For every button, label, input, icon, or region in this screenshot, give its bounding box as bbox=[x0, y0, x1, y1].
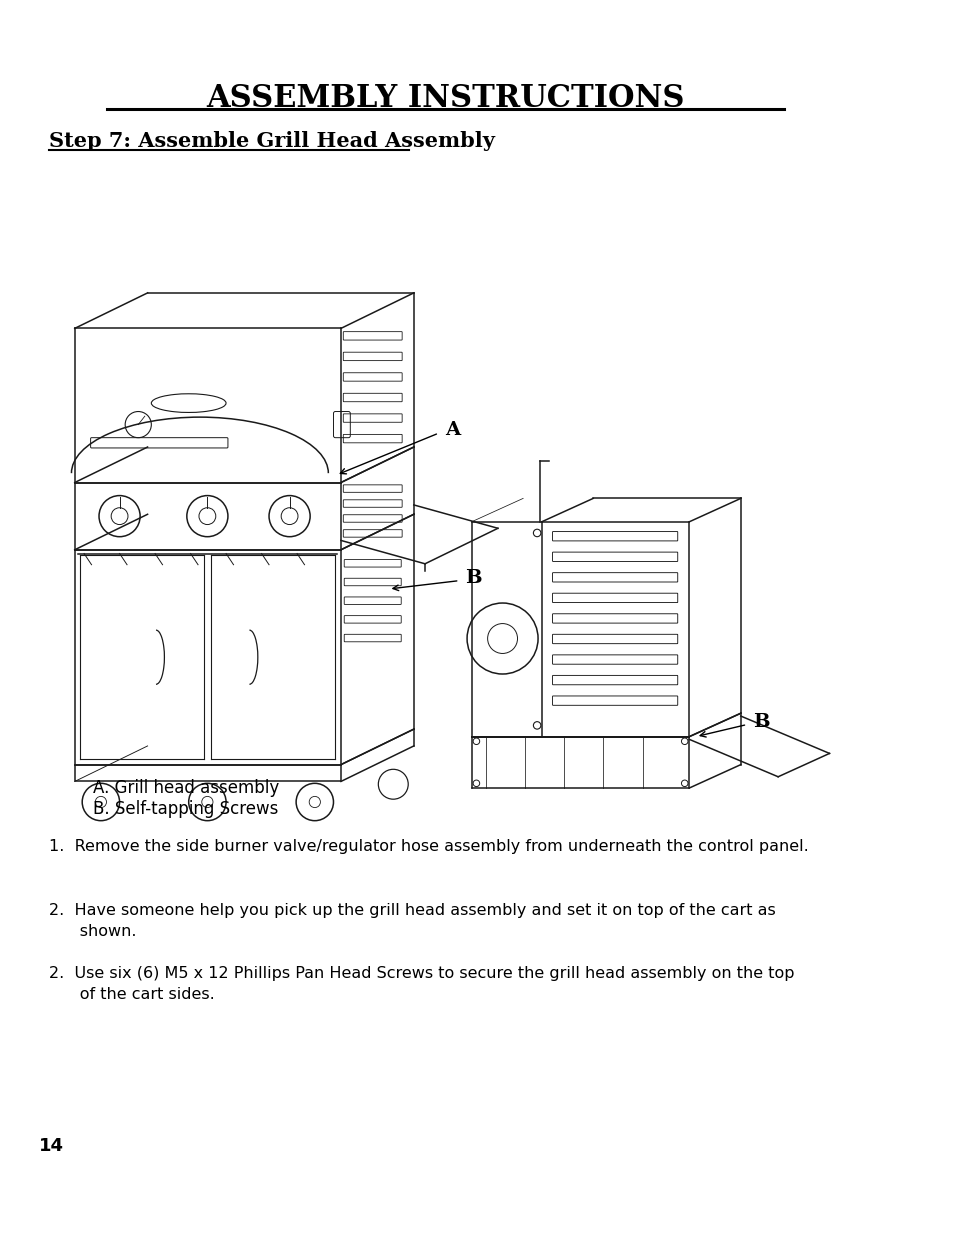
Text: 1.  Remove the side burner valve/regulator hose assembly from underneath the con: 1. Remove the side burner valve/regulato… bbox=[49, 840, 807, 855]
Text: A. Grill head assembly: A. Grill head assembly bbox=[93, 778, 279, 797]
Text: B: B bbox=[465, 569, 481, 587]
Text: 2.  Have someone help you pick up the grill head assembly and set it on top of t: 2. Have someone help you pick up the gri… bbox=[49, 903, 775, 939]
Text: ASSEMBLY INSTRUCTIONS: ASSEMBLY INSTRUCTIONS bbox=[206, 83, 684, 114]
Text: A: A bbox=[444, 421, 459, 440]
Text: Step 7: Assemble Grill Head Assembly: Step 7: Assemble Grill Head Assembly bbox=[49, 131, 494, 151]
Text: 2.  Use six (6) M5 x 12 Phillips Pan Head Screws to secure the grill head assemb: 2. Use six (6) M5 x 12 Phillips Pan Head… bbox=[49, 967, 793, 1003]
Text: B. Self-tapping Screws: B. Self-tapping Screws bbox=[93, 800, 278, 818]
Text: B: B bbox=[752, 713, 769, 731]
Text: 14: 14 bbox=[39, 1137, 64, 1155]
